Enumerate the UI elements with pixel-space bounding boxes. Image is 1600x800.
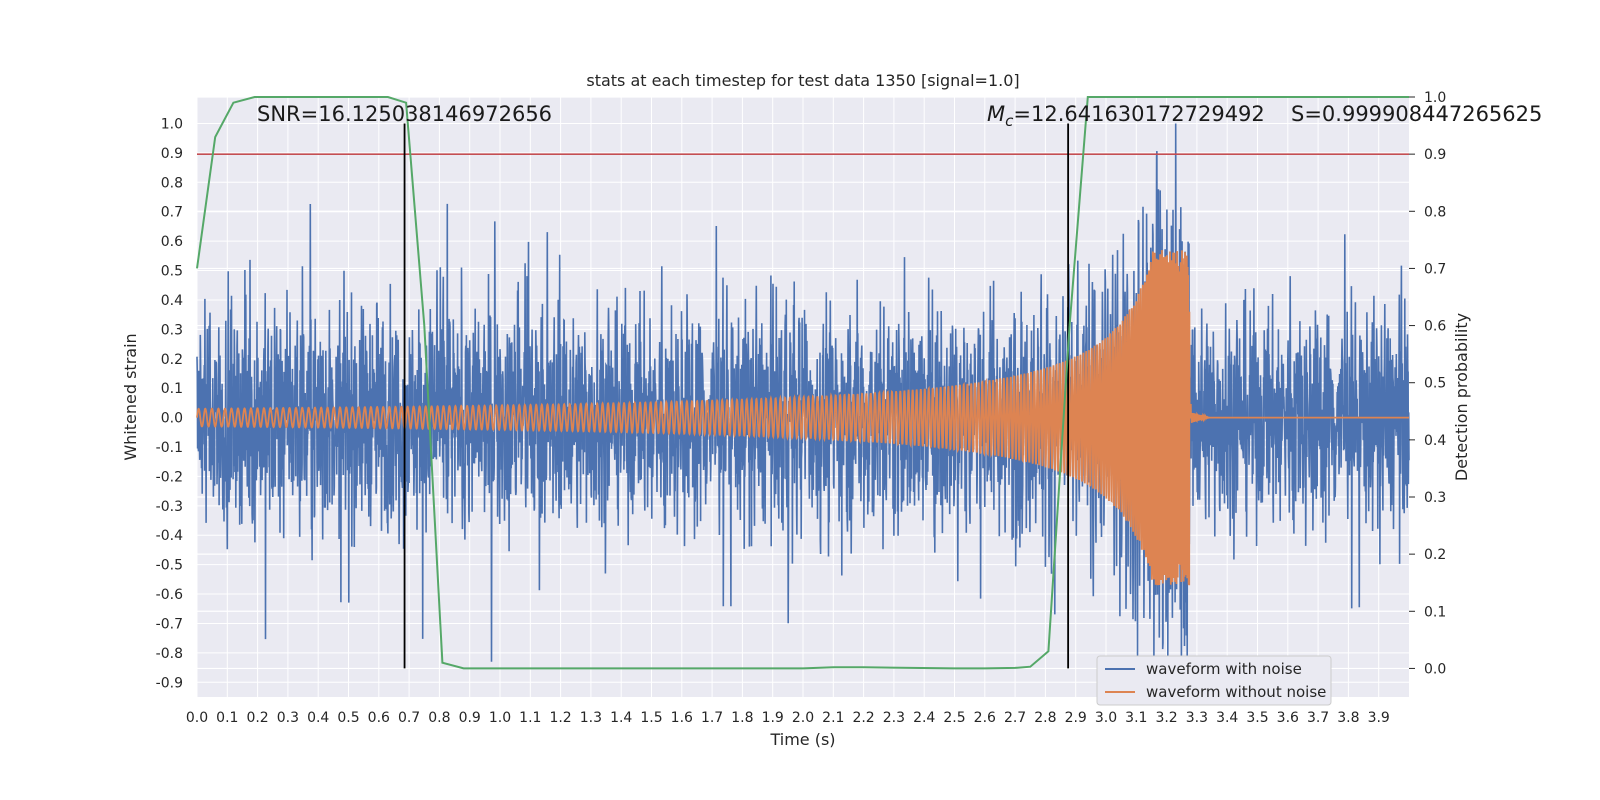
x-tick-label: 1.5 (640, 710, 662, 726)
y2-tick-label: 0.4 (1424, 433, 1446, 449)
x-tick-label: 0.8 (428, 710, 450, 726)
x-tick-label: 0.9 (459, 710, 481, 726)
y-tick-label: 0.9 (161, 146, 183, 162)
y2-tick-label: 1.0 (1424, 90, 1446, 106)
x-tick-label: 2.3 (883, 710, 905, 726)
legend-label-noise: waveform with noise (1146, 660, 1302, 678)
x-tick-label: 3.3 (1186, 710, 1208, 726)
axes-layer: 0.0 0.1 0.2 0.3 0.4 0.5 0.6 0.7 0.8 0.9 1.0 1.1 1.2 1… (156, 90, 1447, 726)
y-tick-label: 1.0 (161, 116, 183, 132)
y2-tick-label: 0.5 (1424, 376, 1446, 392)
y2-axis-label: Detection probability (1452, 313, 1471, 481)
y-tick-label: -0.6 (156, 587, 183, 603)
mc-value: =12.641630172729492 (1013, 102, 1264, 126)
x-tick-label: 0.0 (186, 710, 208, 726)
x-tick-label: 2.0 (792, 710, 814, 726)
x-tick-label: 1.0 (489, 710, 511, 726)
mc-annotation: Mc=12.641630172729492 (987, 102, 1265, 130)
x-tick-label: 2.2 (852, 710, 874, 726)
y2-tick-label: 0.8 (1424, 204, 1446, 220)
x-tick-label: 0.6 (368, 710, 390, 726)
x-tick-label: 3.6 (1277, 710, 1299, 726)
y-tick-label: 0.2 (161, 352, 183, 368)
legend-label-clean: waveform without noise (1146, 683, 1326, 701)
y-tick-label: 0.8 (161, 175, 183, 191)
y2-tick-label: 0.9 (1424, 147, 1446, 163)
detection-probability-line (196, 96, 1409, 670)
y-axis-label: Whitened strain (121, 333, 140, 460)
x-tick-label: 3.2 (1155, 710, 1177, 726)
x-tick-label: 2.8 (1034, 710, 1056, 726)
y-tick-label: -0.2 (156, 469, 183, 485)
x-tick-label: 0.7 (398, 710, 420, 726)
y-tick-label: 0.0 (161, 411, 183, 427)
noise-waveform-layer (196, 123, 1410, 662)
y-tick-label: -0.7 (156, 616, 183, 632)
y-tick-label: -0.4 (156, 528, 183, 544)
y-tick-label: -0.8 (156, 646, 183, 662)
y2-tick-label: 0.1 (1424, 604, 1446, 620)
x-tick-label: 2.5 (943, 710, 965, 726)
mc-symbol: M (987, 102, 1005, 126)
clean-waveform-layer (196, 250, 1409, 586)
x-tick-label: 0.2 (246, 710, 268, 726)
y-tick-label: 0.7 (161, 205, 183, 221)
x-tick-label: 1.6 (671, 710, 693, 726)
x-tick-label: 1.9 (762, 710, 784, 726)
x-tick-label: 0.5 (337, 710, 359, 726)
x-tick-label: 1.2 (549, 710, 571, 726)
y2-tick-label: 0.0 (1424, 661, 1446, 677)
y-tick-label: 0.5 (161, 264, 183, 280)
overlay-layer (196, 96, 1409, 670)
x-tick-label: 3.7 (1307, 710, 1329, 726)
x-tick-label: 3.0 (1095, 710, 1117, 726)
y-tick-label: 0.6 (161, 234, 183, 250)
noise-waveform-line (196, 123, 1410, 662)
x-tick-label: 3.5 (1246, 710, 1268, 726)
chart-title: stats at each timestep for test data 135… (586, 71, 1019, 90)
y-tick-label: -0.3 (156, 499, 183, 515)
y2-tick-label: 0.3 (1424, 490, 1446, 506)
x-tick-label: 3.1 (1125, 710, 1147, 726)
y-tick-label: -0.1 (156, 440, 183, 456)
x-tick-label: 2.9 (1065, 710, 1087, 726)
y-tick-label: 0.3 (161, 322, 183, 338)
x-tick-label: 2.6 (974, 710, 996, 726)
mc-subscript: c (1005, 112, 1014, 130)
x-tick-label: 2.7 (1004, 710, 1026, 726)
snr-annotation: SNR=16.125038146972656 (257, 102, 552, 126)
y2-tick-label: 0.6 (1424, 319, 1446, 335)
x-tick-label: 1.4 (610, 710, 632, 726)
x-tick-label: 1.8 (731, 710, 753, 726)
x-tick-label: 2.4 (913, 710, 935, 726)
x-tick-label: 2.1 (822, 710, 844, 726)
x-tick-label: 3.9 (1368, 710, 1390, 726)
legend: waveform with noise waveform without noi… (1096, 655, 1332, 706)
x-tick-label: 0.4 (307, 710, 329, 726)
x-tick-label: 1.7 (701, 710, 723, 726)
x-tick-label: 0.1 (216, 710, 238, 726)
y2-tick-label: 0.7 (1424, 261, 1446, 277)
x-tick-label: 0.3 (277, 710, 299, 726)
x-tick-label: 1.1 (519, 710, 541, 726)
legend-box (1096, 655, 1332, 706)
y-tick-label: -0.5 (156, 558, 183, 574)
y-tick-label: 0.1 (161, 381, 183, 397)
s-annotation: S=0.999908447265625 (1291, 102, 1542, 126)
clean-waveform-line (196, 250, 1409, 586)
x-tick-label: 3.8 (1337, 710, 1359, 726)
y-tick-label: 0.4 (161, 293, 183, 309)
y-tick-label: -0.9 (156, 675, 183, 691)
y2-tick-label: 0.2 (1424, 547, 1446, 563)
x-tick-label: 1.3 (580, 710, 602, 726)
x-tick-label: 3.4 (1216, 710, 1238, 726)
x-axis-label: Time (s) (769, 730, 835, 749)
